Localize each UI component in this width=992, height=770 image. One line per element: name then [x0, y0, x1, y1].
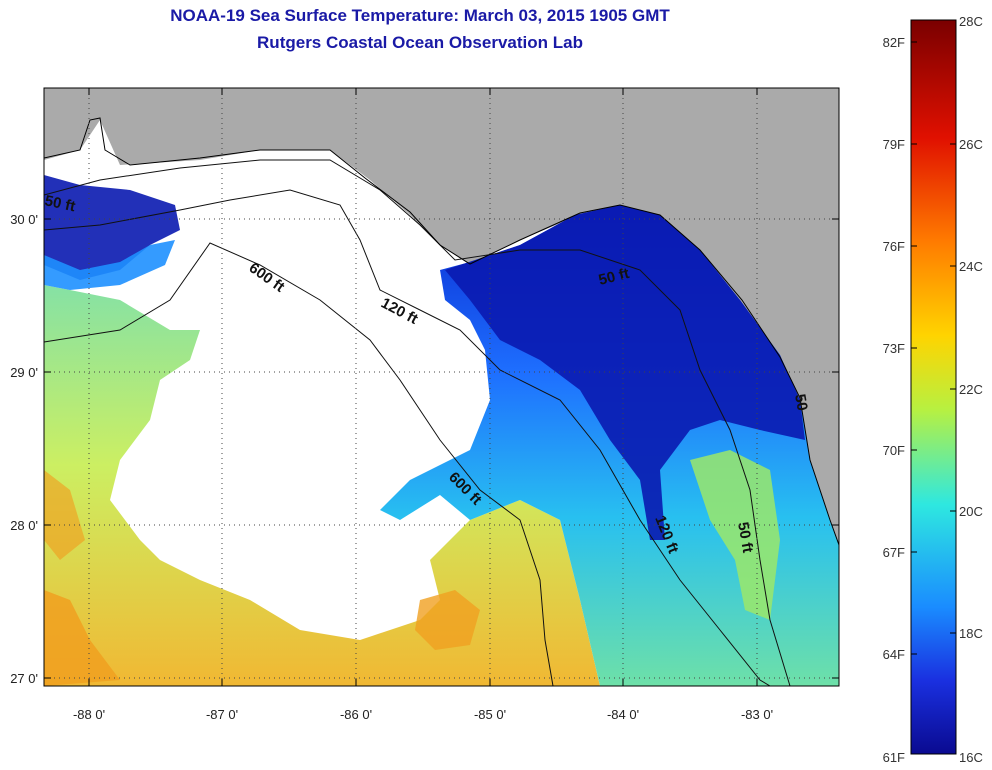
sst-northwest-cold — [44, 175, 180, 280]
coastline — [44, 117, 839, 546]
colorbar-c-label: 16C — [959, 750, 983, 765]
colorbar-f-label: 76F — [883, 239, 905, 254]
axis-ticks — [44, 88, 839, 686]
y-tick-label: 27 0' — [10, 671, 38, 686]
colorbar-f-label: 79F — [883, 137, 905, 152]
colorbar-c-label: 24C — [959, 259, 983, 274]
colorbar-f-label: 82F — [883, 35, 905, 50]
y-tick-label: 29 0' — [10, 365, 38, 380]
sst-hot-patch-b — [415, 590, 480, 650]
sst-northwest-mid — [44, 240, 175, 290]
colorbar-f-label: 70F — [883, 443, 905, 458]
map-subtitle: Rutgers Coastal Ocean Observation Lab — [257, 33, 583, 52]
colorbar-f-label: 73F — [883, 341, 905, 356]
y-tick-label: 28 0' — [10, 518, 38, 533]
y-tick-label: 30 0' — [10, 212, 38, 227]
contour-600ft — [44, 242, 554, 686]
map-title: NOAA-19 Sea Surface Temperature: March 0… — [170, 6, 670, 25]
x-tick-label: -85 0' — [474, 707, 506, 722]
colorbar-f-label: 64F — [883, 647, 905, 662]
sst-east-warm-filament — [690, 450, 780, 620]
colorbar-c-label: 28C — [959, 14, 983, 29]
x-tick-label: -87 0' — [206, 707, 238, 722]
cloud-center — [190, 250, 490, 590]
colorbar-f-label: 67F — [883, 545, 905, 560]
colorbar-c-label: 18C — [959, 626, 983, 641]
x-tick-label: -86 0' — [340, 707, 372, 722]
colorbar-ticks — [911, 19, 956, 755]
colorbar-c-label: 26C — [959, 137, 983, 152]
colorbar-f-label: 61F — [883, 750, 905, 765]
colorbar — [910, 19, 957, 755]
contour-label-50a: 50 ft — [597, 265, 631, 289]
x-tick-label: -84 0' — [607, 707, 639, 722]
contour-label-50d: 50 — [791, 393, 811, 412]
contour-120ft — [44, 189, 771, 686]
map-frame — [43, 87, 840, 687]
contour-label-50c: 50 ft — [43, 192, 77, 215]
colorbar-c-label: 22C — [959, 382, 983, 397]
contour-label-50b: 50 ft — [734, 521, 756, 554]
colorbar-c-label: 20C — [959, 504, 983, 519]
sst-hot-patch-a — [44, 590, 120, 686]
contour-50ft — [44, 159, 791, 686]
x-tick-label: -88 0' — [73, 707, 105, 722]
sst-hot-patch-c — [44, 470, 85, 560]
sst-west-warm — [44, 285, 600, 686]
x-tick-label: -83 0' — [741, 707, 773, 722]
